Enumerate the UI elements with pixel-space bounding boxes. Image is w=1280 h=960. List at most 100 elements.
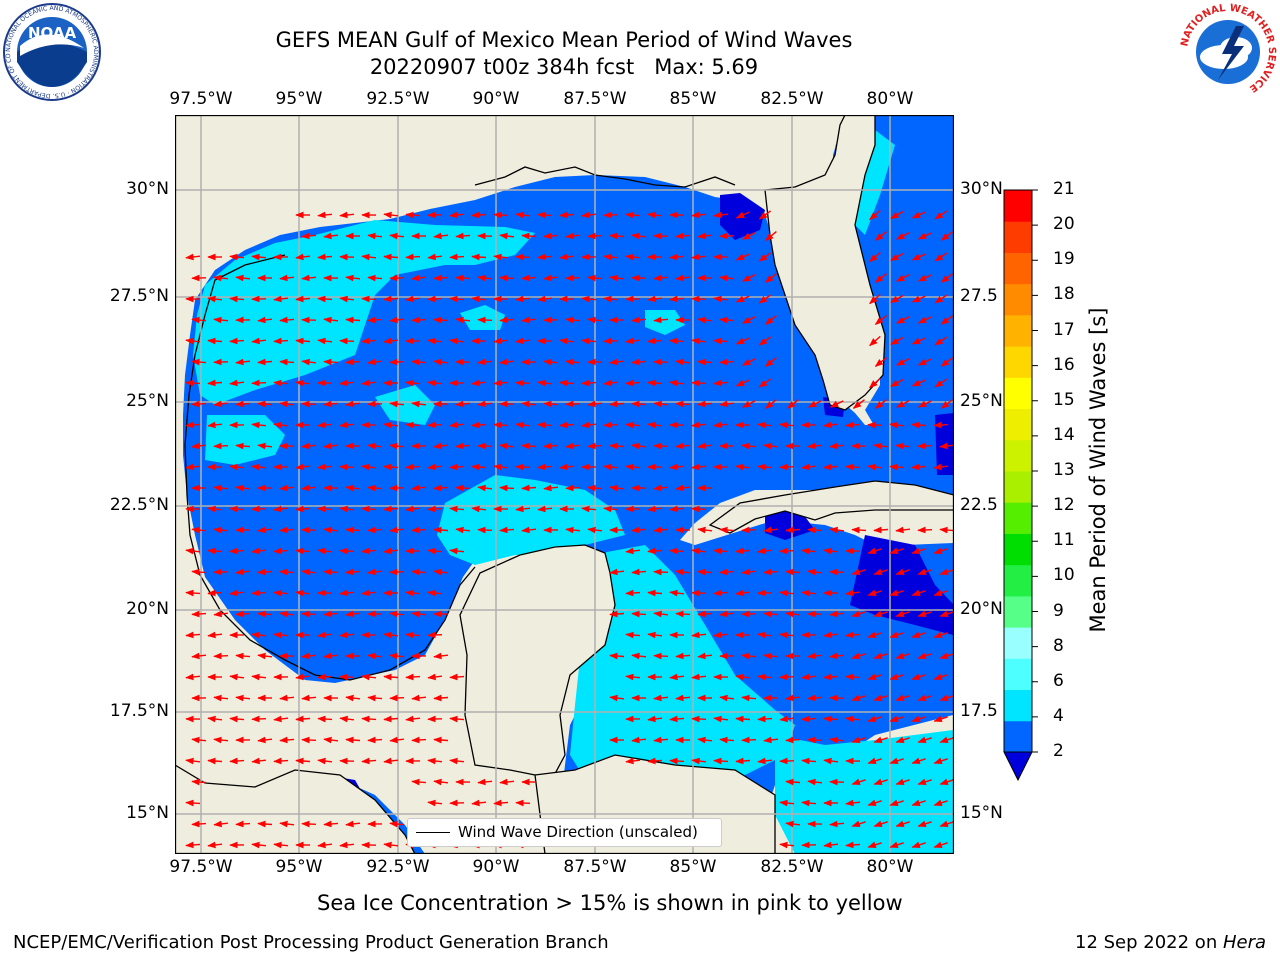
wind-wave-arrow: [389, 652, 405, 660]
wind-wave-arrow: [735, 211, 750, 219]
wind-wave-arrow: [543, 232, 559, 240]
wind-wave-arrow: [719, 358, 735, 366]
colorbar-segment: [1004, 377, 1032, 410]
wind-wave-arrow: [691, 295, 707, 303]
wind-wave-arrow: [933, 799, 948, 807]
wind-wave-arrow: [229, 547, 245, 555]
wind-wave-arrow: [896, 274, 910, 282]
wind-wave-arrow: [257, 358, 273, 366]
wind-wave-arrow: [565, 358, 581, 366]
wind-wave-arrow: [257, 316, 273, 324]
wind-wave-arrow: [939, 442, 954, 450]
wind-wave-arrow: [543, 358, 559, 366]
wind-wave-arrow: [273, 757, 289, 765]
wind-wave-arrow: [757, 547, 773, 555]
wind-wave-arrow: [867, 841, 882, 849]
map-legend: Wind Wave Direction (unscaled): [407, 818, 722, 847]
wind-wave-arrow: [713, 757, 729, 765]
wind-wave-arrow: [691, 421, 707, 429]
wind-wave-arrow: [499, 358, 515, 366]
wind-wave-arrow: [427, 295, 443, 303]
wind-wave-arrow: [317, 337, 333, 345]
wind-wave-arrow: [191, 568, 207, 576]
wind-wave-arrow: [207, 337, 223, 345]
wind-wave-arrow: [515, 421, 530, 429]
wind-wave-arrow: [339, 505, 354, 513]
wind-wave-arrow: [521, 400, 537, 408]
wind-wave-arrow: [631, 652, 647, 660]
wind-wave-arrow: [647, 715, 663, 723]
wind-wave-arrow: [829, 526, 844, 534]
wind-wave-arrow: [537, 253, 553, 261]
wind-wave-arrow: [587, 442, 603, 450]
cuba-island: [708, 480, 954, 534]
wind-wave-arrow: [323, 400, 339, 408]
wind-wave-arrow: [653, 736, 669, 744]
wind-wave-arrow: [559, 211, 575, 219]
wind-wave-arrow: [845, 421, 861, 429]
wind-wave-arrow: [631, 400, 647, 408]
map-title-line2: 20220907 t00z 384h fcst Max: 5.69: [369, 55, 759, 79]
y-tick-label: 20°N: [960, 599, 1003, 619]
wind-wave-arrow: [895, 652, 910, 660]
wind-wave-arrow: [213, 820, 228, 828]
wind-wave-arrow: [741, 526, 757, 534]
colorbar: [1003, 189, 1038, 782]
wind-wave-arrow: [565, 526, 581, 534]
wind-wave-arrow: [367, 694, 383, 702]
wind-wave-arrow: [323, 736, 339, 744]
wind-wave-arrow: [383, 337, 399, 345]
wind-wave-arrow: [647, 589, 663, 597]
wind-wave-arrow: [427, 337, 443, 345]
wind-wave-arrow: [823, 547, 839, 555]
wind-wave-arrow: [361, 715, 377, 723]
wind-wave-arrow: [427, 589, 443, 597]
colorbar-segment: [1004, 689, 1032, 722]
wind-wave-arrow: [191, 526, 207, 534]
wind-wave-arrow: [631, 358, 647, 366]
wind-wave-arrow: [449, 715, 465, 723]
wind-wave-arrow: [515, 253, 531, 261]
wind-wave-arrow: [807, 526, 823, 534]
wind-wave-arrow: [609, 610, 625, 618]
wind-wave-arrow: [917, 316, 932, 324]
wind-wave-arrow: [295, 673, 311, 681]
wind-wave-arrow: [449, 421, 465, 429]
wind-wave-arrow: [301, 358, 316, 366]
wind-wave-arrow: [587, 400, 603, 408]
wind-wave-arrow: [323, 442, 339, 450]
wind-wave-arrow: [764, 273, 777, 283]
wind-wave-arrow: [251, 715, 267, 723]
wind-wave-arrow: [917, 820, 932, 828]
wind-wave-arrow: [917, 652, 932, 660]
wind-wave-arrow: [455, 484, 471, 492]
wind-wave-arrow: [361, 463, 377, 471]
wind-wave-arrow: [543, 400, 559, 408]
wind-wave-arrow: [873, 568, 888, 576]
wind-wave-arrow: [889, 799, 904, 807]
wind-wave-arrow: [367, 358, 383, 366]
colorbar-segment: [1004, 252, 1032, 285]
wind-wave-arrow: [257, 820, 273, 828]
x-tick-label: 95°W: [275, 857, 323, 877]
wind-wave-arrow: [741, 736, 757, 744]
wind-wave-arrow: [449, 211, 465, 219]
wind-wave-arrow: [433, 358, 449, 366]
wind-wave-arrow: [675, 568, 691, 576]
wind-wave-arrow: [845, 799, 861, 807]
wind-wave-arrow: [389, 610, 405, 618]
colorbar-tick-label: 2: [1053, 741, 1064, 761]
wind-wave-arrow: [934, 210, 948, 220]
nws-logo: NATIONAL WEATHER SERVICE: [1179, 3, 1277, 100]
wind-wave-arrow: [471, 463, 487, 471]
wind-wave-arrow: [383, 421, 399, 429]
wind-wave-arrow: [301, 484, 317, 492]
wind-wave-arrow: [669, 379, 685, 387]
wind-wave-arrow: [741, 568, 756, 576]
wind-wave-arrow: [405, 295, 421, 303]
wind-wave-arrow: [499, 526, 515, 534]
wind-wave-arrow: [917, 232, 932, 240]
wind-wave-arrow: [829, 568, 845, 576]
wind-wave-arrow: [785, 694, 801, 702]
wind-wave-arrow: [455, 442, 471, 450]
